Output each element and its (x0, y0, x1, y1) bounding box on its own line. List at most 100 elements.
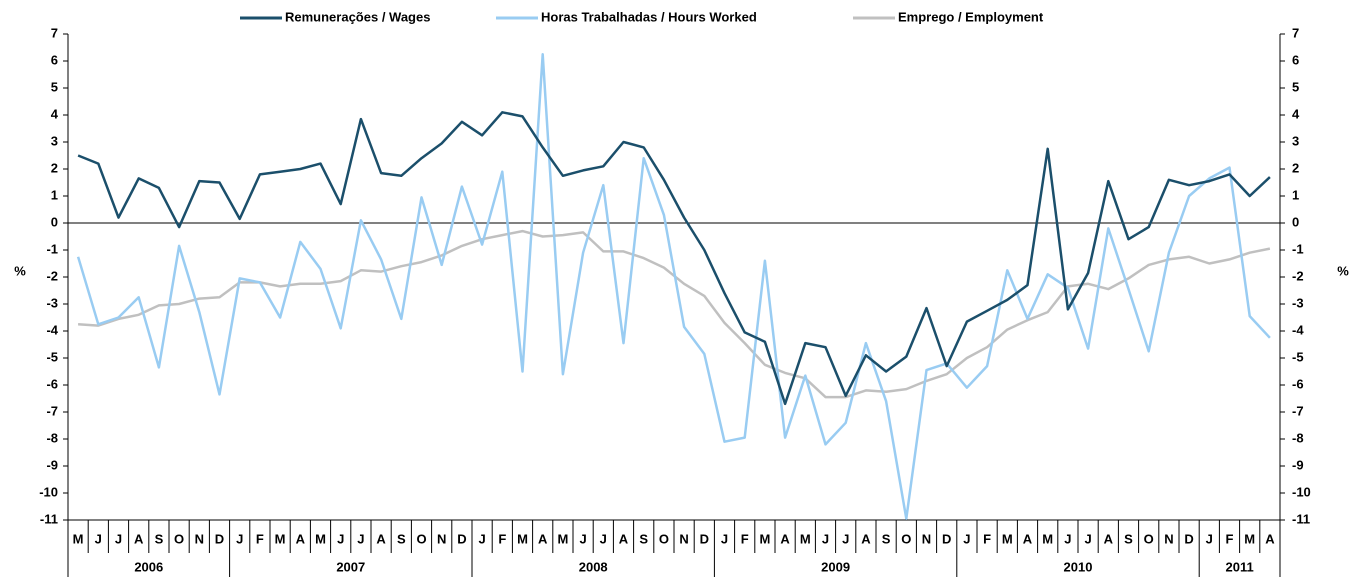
x-tick-label: N (922, 531, 931, 546)
x-tick-label: S (882, 531, 891, 546)
x-tick-label: M (557, 531, 568, 546)
y2-axis-label: % (1337, 263, 1349, 278)
y-tick-label: -7 (46, 403, 58, 418)
x-tick-label: F (1226, 531, 1234, 546)
series-line (76, 53, 1271, 520)
x-tick-label: J (1206, 531, 1213, 546)
x-tick-label: D (942, 531, 951, 546)
x-tick-label: S (155, 531, 164, 546)
series-line (77, 111, 1271, 406)
y-tick-label: 5 (51, 79, 58, 94)
x-tick-label: J (842, 531, 849, 546)
x-tick-label: M (517, 531, 528, 546)
y2-tick-label: -6 (1292, 376, 1304, 391)
x-tick-label: A (619, 531, 629, 546)
x-tick-label: O (416, 531, 426, 546)
x-tick-label: J (963, 531, 970, 546)
y2-tick-label: 6 (1292, 52, 1299, 67)
y-tick-label: -6 (46, 376, 58, 391)
x-tick-label: S (639, 531, 648, 546)
x-tick-label: D (700, 531, 709, 546)
y2-tick-label: 3 (1292, 133, 1299, 148)
year-label: 2011 (1225, 559, 1253, 574)
x-tick-label: N (437, 531, 446, 546)
y2-tick-label: -3 (1292, 295, 1304, 310)
y-tick-label: -10 (39, 484, 58, 499)
x-tick-label: J (236, 531, 243, 546)
x-tick-label: J (95, 531, 102, 546)
x-tick-label: S (397, 531, 406, 546)
y2-tick-label: -1 (1292, 241, 1304, 256)
x-tick-label: M (1244, 531, 1255, 546)
y-tick-label: -11 (40, 511, 58, 526)
x-tick-label: J (600, 531, 607, 546)
x-tick-label: A (780, 531, 790, 546)
x-tick-label: M (800, 531, 811, 546)
x-tick-label: J (1064, 531, 1071, 546)
x-tick-label: A (1023, 531, 1033, 546)
legend-label: Horas Trabalhadas / Hours Worked (541, 9, 757, 24)
x-tick-label: M (315, 531, 326, 546)
y2-tick-label: -2 (1292, 268, 1304, 283)
x-tick-label: O (1144, 531, 1154, 546)
x-tick-label: J (1084, 531, 1091, 546)
y-tick-label: 3 (51, 133, 58, 148)
x-tick-label: O (659, 531, 669, 546)
y2-tick-label: -10 (1292, 484, 1311, 499)
x-tick-label: N (679, 531, 688, 546)
year-label: 2008 (579, 559, 608, 574)
y2-tick-label: 4 (1292, 106, 1300, 121)
x-tick-label: A (1104, 531, 1114, 546)
x-tick-label: J (337, 531, 344, 546)
year-label: 2007 (336, 559, 365, 574)
x-tick-label: A (538, 531, 548, 546)
x-tick-label: D (1184, 531, 1193, 546)
x-tick-label: M (1042, 531, 1053, 546)
x-tick-label: M (275, 531, 286, 546)
x-tick-label: A (376, 531, 386, 546)
year-label: 2009 (821, 559, 850, 574)
x-tick-label: J (115, 531, 122, 546)
x-tick-label: F (983, 531, 991, 546)
x-tick-label: N (1164, 531, 1173, 546)
y2-tick-label: 7 (1292, 25, 1299, 40)
x-tick-label: J (357, 531, 364, 546)
x-tick-label: A (1265, 531, 1275, 546)
x-tick-label: D (457, 531, 466, 546)
year-label: 2010 (1064, 559, 1093, 574)
y2-tick-label: -7 (1292, 403, 1304, 418)
x-tick-label: S (1124, 531, 1133, 546)
y2-tick-label: 0 (1292, 214, 1299, 229)
x-tick-label: F (741, 531, 749, 546)
legend-label: Remunerações / Wages (285, 9, 430, 24)
x-tick-label: A (134, 531, 144, 546)
y2-tick-label: -4 (1292, 322, 1304, 337)
x-tick-label: A (861, 531, 871, 546)
x-tick-label: M (1002, 531, 1013, 546)
x-tick-label: O (174, 531, 184, 546)
x-tick-label: J (579, 531, 586, 546)
y-tick-label: 4 (51, 106, 59, 121)
y-tick-label: -1 (46, 241, 58, 256)
x-tick-label: J (478, 531, 485, 546)
y2-tick-label: -5 (1292, 349, 1304, 364)
y2-tick-label: 5 (1292, 79, 1299, 94)
y-tick-label: -5 (46, 349, 58, 364)
x-tick-label: O (901, 531, 911, 546)
y-tick-label: 1 (51, 187, 58, 202)
x-tick-label: M (759, 531, 770, 546)
y-tick-label: 2 (51, 160, 58, 175)
y2-tick-label: -11 (1292, 511, 1310, 526)
x-tick-label: F (498, 531, 506, 546)
x-tick-label: D (215, 531, 224, 546)
x-tick-label: J (822, 531, 829, 546)
x-tick-label: F (256, 531, 264, 546)
y-tick-label: -2 (46, 268, 58, 283)
y2-tick-label: -8 (1292, 430, 1304, 445)
y-axis-label: % (14, 263, 26, 278)
y2-tick-label: -9 (1292, 457, 1304, 472)
x-tick-label: M (73, 531, 84, 546)
x-tick-label: A (296, 531, 306, 546)
y-tick-label: -3 (46, 295, 58, 310)
x-tick-label: J (721, 531, 728, 546)
